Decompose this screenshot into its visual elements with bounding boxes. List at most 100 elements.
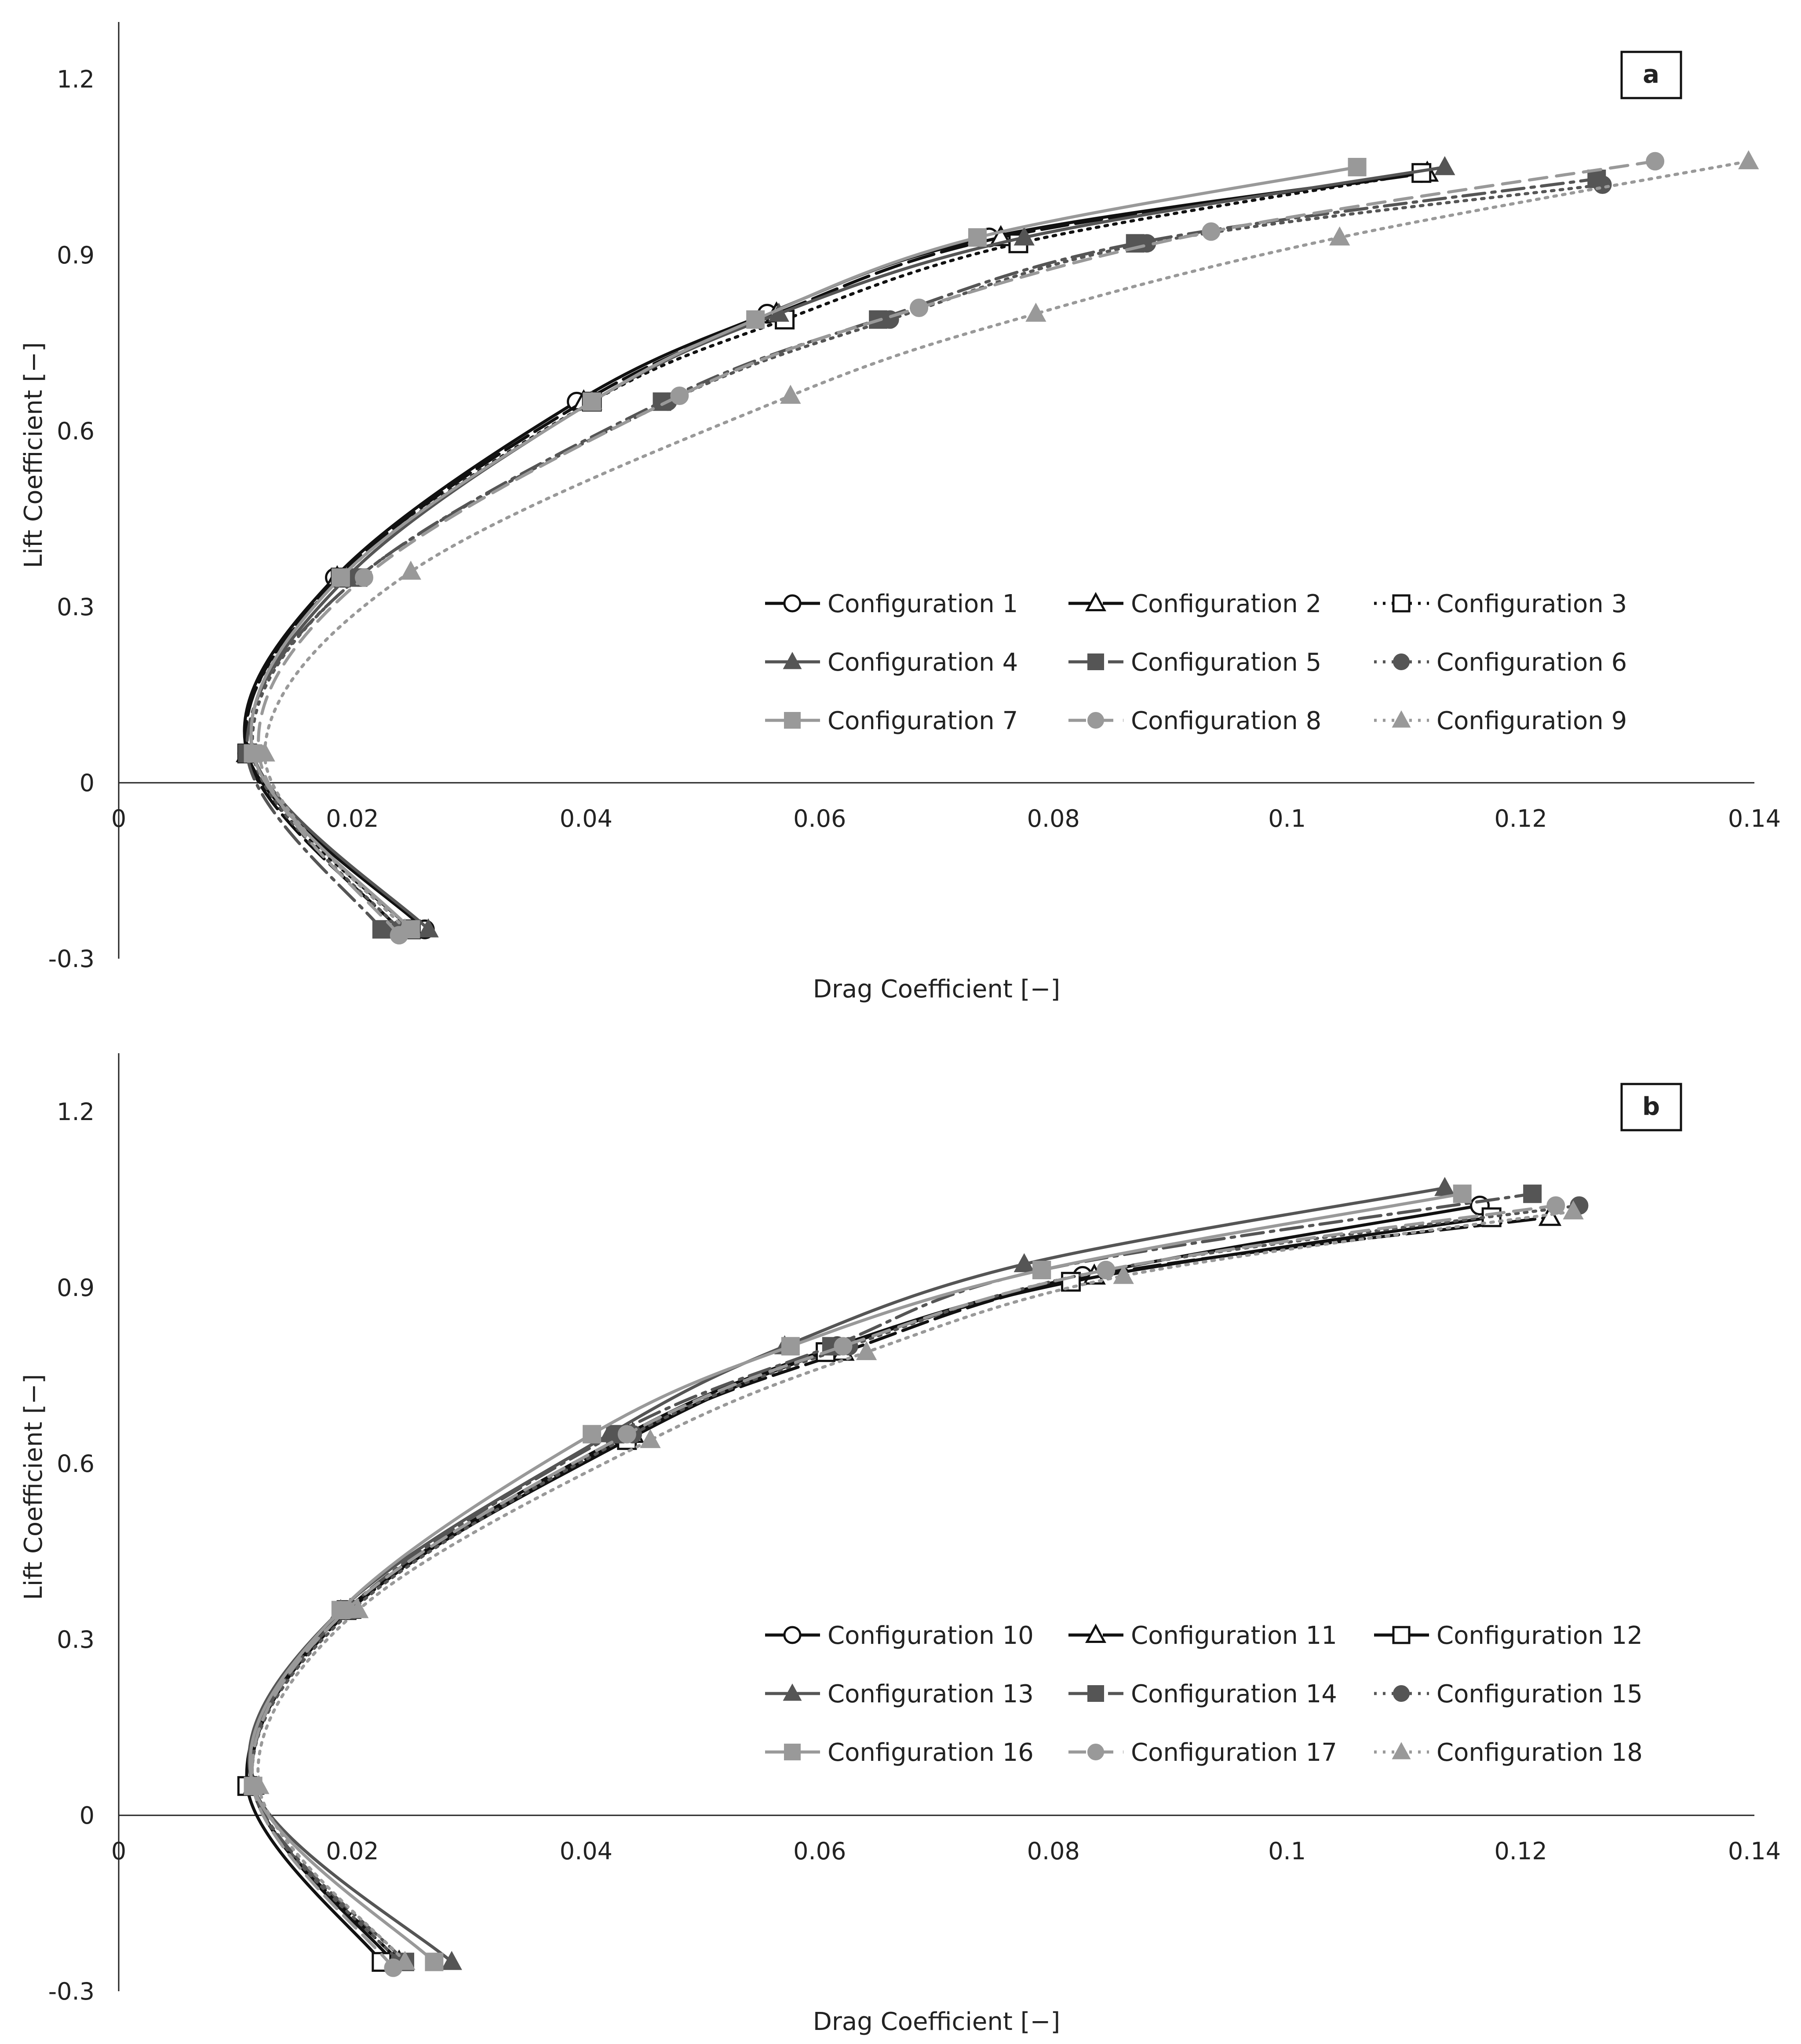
panel-label: b — [1642, 1092, 1660, 1121]
data-point — [1014, 226, 1035, 246]
data-point — [400, 560, 421, 580]
legend-label: Configuration 5 — [1131, 648, 1321, 677]
data-point — [583, 1425, 602, 1444]
series-line — [250, 1192, 1534, 1964]
legend-item: Configuration 7 — [765, 707, 1018, 735]
legend-label: Configuration 7 — [828, 707, 1018, 735]
data-point — [1593, 175, 1612, 194]
x-tick-label: 0.02 — [326, 1837, 379, 1865]
legend-swatch-marker — [1087, 712, 1104, 729]
legend-item: Configuration 11 — [1068, 1621, 1337, 1650]
legend-swatch-marker — [1087, 653, 1104, 670]
y-tick-label: 0.3 — [57, 593, 95, 621]
data-point — [640, 1429, 661, 1448]
legend-label: Configuration 15 — [1436, 1680, 1643, 1708]
panel-label: a — [1643, 60, 1659, 89]
y-tick-label: 0.6 — [57, 1450, 95, 1478]
y-tick-label: 1.2 — [57, 66, 95, 93]
data-point — [394, 918, 416, 938]
legend-item: Configuration 15 — [1374, 1680, 1643, 1708]
data-point — [1563, 1200, 1584, 1219]
series-5 — [238, 169, 1606, 939]
x-tick-label: 0.12 — [1494, 1837, 1547, 1865]
legend-swatch-marker — [1392, 1742, 1411, 1759]
series-line — [257, 160, 1657, 937]
legend-swatch-marker — [1087, 1744, 1104, 1760]
legend: Configuration 10 Configuration 11 Configur… — [765, 1621, 1643, 1767]
legend-item: Configuration 14 — [1068, 1680, 1337, 1708]
data-point — [583, 392, 602, 411]
data-point — [1738, 150, 1759, 169]
data-point — [348, 1599, 369, 1618]
legend-swatch-marker — [784, 712, 801, 729]
series-line — [251, 183, 1604, 931]
x-tick-label: 0.02 — [326, 805, 379, 832]
data-point — [746, 310, 765, 329]
legend-item: Configuration 6 — [1374, 648, 1627, 677]
legend-label: Configuration 14 — [1131, 1680, 1337, 1708]
data-point — [425, 1953, 444, 1971]
data-point — [1434, 156, 1455, 175]
data-point — [1348, 158, 1367, 176]
x-tick-label: 0.12 — [1494, 805, 1547, 832]
data-point — [856, 1341, 877, 1360]
series-line — [250, 1204, 1557, 1970]
data-point — [834, 1337, 853, 1356]
legend-swatch-marker — [1392, 1626, 1411, 1644]
series-line — [245, 177, 1598, 931]
legend-label: Configuration 3 — [1436, 590, 1627, 618]
legend-swatch-marker — [784, 1744, 801, 1760]
y-tick-label: -0.3 — [48, 1978, 95, 2005]
x-axis-title: Drag Coefficient [−] — [813, 2007, 1060, 2036]
legend-item: Configuration 16 — [765, 1738, 1034, 1767]
legend-swatch-marker — [783, 594, 802, 613]
legend-swatch-marker — [783, 1683, 802, 1701]
legend-label: Configuration 10 — [828, 1621, 1034, 1650]
legend-label: Configuration 4 — [828, 648, 1018, 677]
data-point — [418, 918, 439, 938]
legend-item: Configuration 9 — [1374, 707, 1627, 735]
x-tick-label: 0.04 — [560, 1837, 612, 1865]
legend-label: Configuration 6 — [1436, 648, 1627, 677]
y-tick-label: 0.6 — [57, 417, 95, 445]
x-axis-title: Drag Coefficient [−] — [813, 975, 1060, 1004]
data-point — [781, 1337, 800, 1356]
legend-item: Configuration 5 — [1068, 648, 1321, 677]
legend-label: Configuration 9 — [1436, 707, 1627, 735]
x-tick-label: 0.08 — [1027, 1837, 1080, 1865]
data-point — [1097, 1261, 1116, 1279]
legend-swatch-marker — [783, 1626, 802, 1644]
series-line — [256, 1210, 1575, 1964]
legend-swatch-marker — [1392, 594, 1411, 613]
legend-label: Configuration 16 — [828, 1738, 1034, 1767]
legend-swatch-marker — [1087, 1685, 1104, 1702]
legend-label: Configuration 2 — [1131, 590, 1321, 618]
panel-label-box — [1620, 1083, 1682, 1132]
legend-label: Configuration 18 — [1436, 1738, 1643, 1767]
data-point — [1329, 226, 1350, 246]
y-tick-label: 0 — [80, 769, 95, 797]
data-point — [1202, 222, 1221, 241]
data-point — [1032, 1261, 1051, 1279]
y-tick-label: -0.3 — [48, 945, 95, 973]
y-tick-label: 0.3 — [57, 1626, 95, 1653]
data-point — [780, 384, 801, 404]
x-tick-label: 0 — [111, 1837, 126, 1865]
series-line — [247, 1186, 1447, 1964]
data-point — [968, 228, 987, 247]
data-point — [355, 568, 373, 587]
y-tick-label: 0.9 — [57, 241, 95, 269]
legend-item: Configuration 8 — [1068, 707, 1321, 735]
x-tick-label: 0.14 — [1728, 1837, 1781, 1865]
legend-item: Configuration 10 — [765, 1621, 1034, 1650]
x-tick-label: 0.14 — [1728, 805, 1781, 832]
legend-swatch-marker — [783, 652, 802, 669]
legend-item: Configuration 18 — [1374, 1738, 1643, 1767]
legend-item: Configuration 4 — [765, 648, 1018, 677]
series-6 — [244, 175, 1612, 939]
data-point — [394, 1951, 416, 1970]
series-line — [250, 1215, 1552, 1964]
data-point — [1646, 152, 1665, 171]
data-point — [1014, 1253, 1035, 1272]
series-2 — [241, 1204, 1562, 1971]
